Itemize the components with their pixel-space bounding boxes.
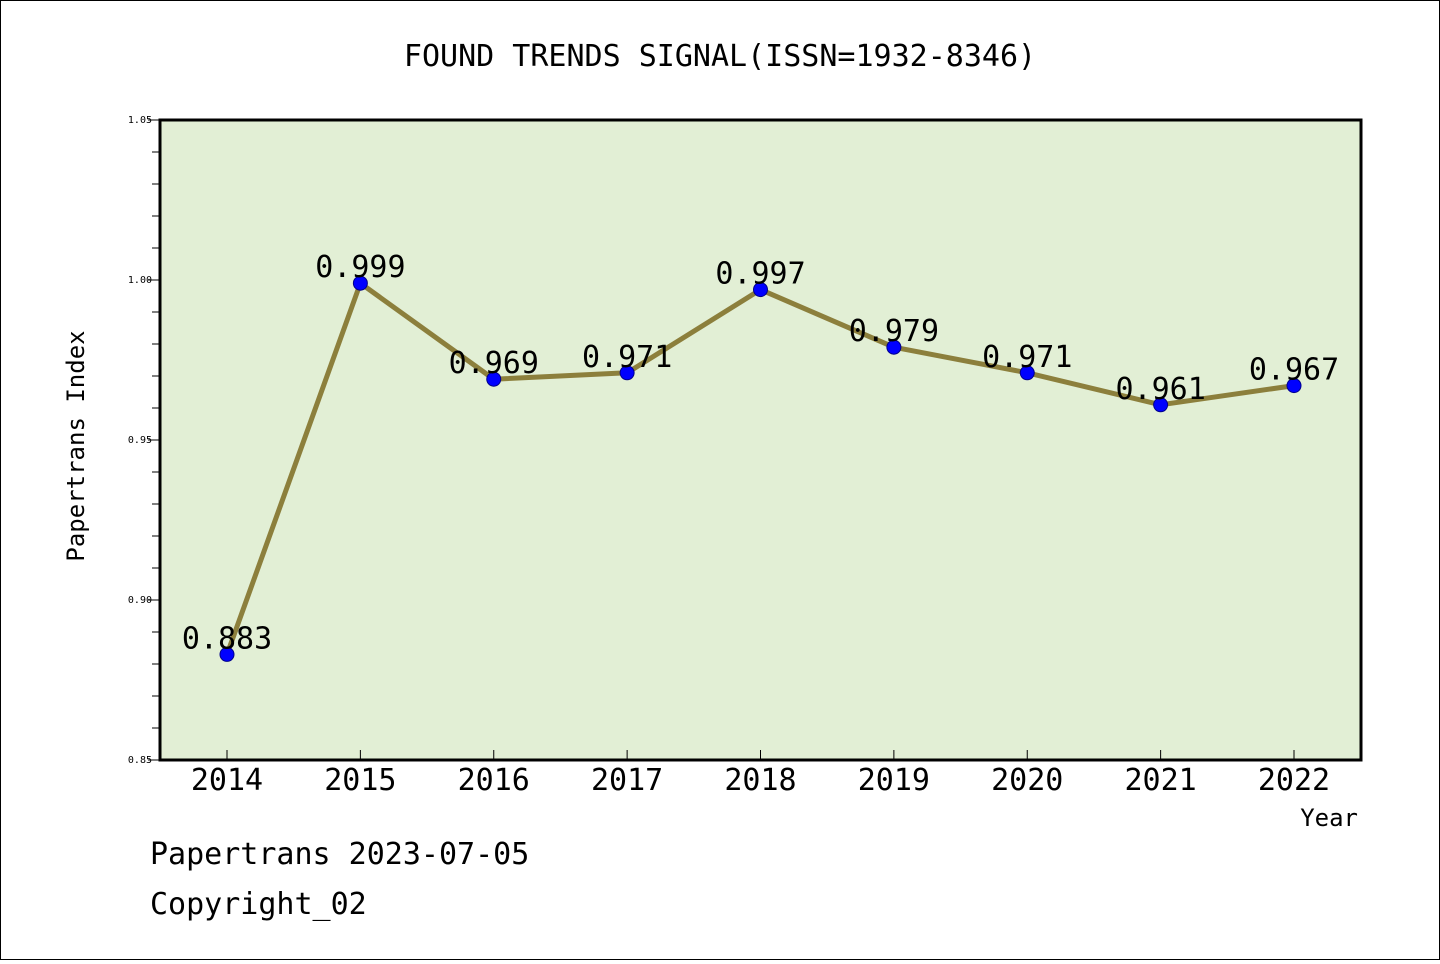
x-tick-label: 2014 [191, 763, 263, 798]
data-label: 0.999 [315, 250, 405, 285]
x-tick-label: 2021 [1125, 763, 1197, 798]
data-point [1153, 397, 1169, 413]
plot-area [160, 120, 1361, 760]
data-point [486, 371, 502, 387]
footer-source: Papertrans 2023-07-05 [150, 837, 529, 872]
data-label: 0.997 [715, 257, 805, 292]
x-tick-label: 2019 [858, 763, 930, 798]
data-point [219, 646, 235, 662]
data-point [753, 282, 768, 298]
data-point [886, 339, 902, 355]
y-tick-label: 1.05 [128, 115, 152, 126]
x-tick-label: 2022 [1258, 763, 1330, 798]
data-labels: 0.883 0.999 0.969 0.971 0.997 0.979 0.971 0.961… [182, 250, 1339, 656]
x-axis: 2014 2015 2016 2017 2018 2019 2020 2021 2022 [191, 750, 1330, 798]
data-label: 0.969 [449, 346, 539, 381]
x-axis-label: Year [1300, 804, 1358, 832]
x-tick-label: 2017 [591, 763, 663, 798]
data-label: 0.979 [849, 314, 939, 349]
data-label: 0.971 [582, 340, 672, 375]
data-markers [219, 275, 1302, 662]
y-axis-label: Papertrans Index [62, 330, 90, 561]
y-tick-label: 0.85 [128, 755, 152, 766]
chart-title: FOUND TRENDS SIGNAL(ISSN=1932-8346) [404, 39, 1036, 74]
y-tick-label: 0.90 [128, 595, 152, 606]
data-label: 0.961 [1115, 372, 1205, 407]
y-tick-label: 0.95 [128, 435, 152, 446]
plot-frame [158, 118, 1363, 762]
data-point [1286, 378, 1302, 394]
data-label: 0.967 [1249, 353, 1339, 388]
y-tick-label: 1.00 [128, 275, 152, 286]
x-tick-label: 2015 [324, 763, 396, 798]
x-tick-label: 2020 [991, 763, 1063, 798]
x-tick-label: 2018 [724, 763, 796, 798]
data-label: 0.883 [182, 621, 272, 656]
data-point [1019, 365, 1035, 381]
data-label: 0.971 [982, 340, 1072, 375]
x-tick-label: 2016 [458, 763, 530, 798]
data-point [619, 365, 635, 381]
data-point [352, 275, 368, 291]
footer-copyright: Copyright_02 [150, 887, 367, 922]
